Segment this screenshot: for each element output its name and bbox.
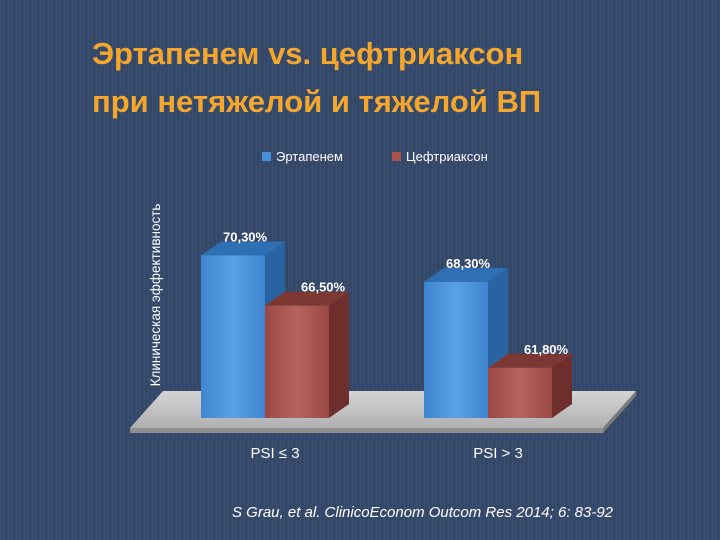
y-axis-label: Клиническая эффективность (148, 204, 163, 387)
slide-title-line-1: Эртапенем vs. цефтриаксон (92, 36, 524, 71)
data-label: 68,30% (446, 256, 491, 271)
bar-front (201, 255, 265, 418)
bar-side (552, 353, 572, 418)
bar-top (424, 267, 508, 282)
bar-top (201, 241, 285, 256)
bar-1-2: 66,50% (265, 280, 349, 418)
bar-top (488, 353, 572, 368)
bar-side (329, 291, 349, 418)
legend-label-2: Цефтриаксон (406, 149, 488, 164)
floor-side (603, 391, 636, 433)
citation: S Grau, et al. ClinicoEconom Outcom Res … (232, 504, 614, 521)
category-label-2: PSI > 3 (473, 445, 523, 462)
bar-front (424, 281, 488, 418)
legend-swatch-1 (262, 152, 271, 161)
legend-swatch-2 (392, 152, 401, 161)
slide-title-line-2: при нетяжелой и тяжелой ВП (92, 84, 542, 119)
category-label-1: PSI ≤ 3 (250, 445, 299, 462)
bar-front (265, 305, 329, 418)
bar-2-2: 61,80% (488, 342, 572, 418)
slide-title: Эртапенем vs. цефтриаксон при нетяжелой … (92, 30, 692, 126)
data-label: 70,30% (223, 229, 268, 244)
bar-front (488, 367, 552, 418)
bar-1-1: 70,30% (201, 229, 285, 418)
bar-top (265, 291, 349, 306)
chart-legend: Эртапенем Цефтриаксон (262, 149, 488, 164)
floor-front (130, 428, 603, 433)
category-labels: PSI ≤ 3 PSI > 3 (250, 445, 522, 462)
legend-label-1: Эртапенем (276, 149, 343, 164)
data-label: 66,50% (301, 280, 346, 295)
bars-group: 70,30% 66,50% 68,30% 61,80% (201, 229, 572, 418)
data-label: 61,80% (524, 342, 569, 357)
